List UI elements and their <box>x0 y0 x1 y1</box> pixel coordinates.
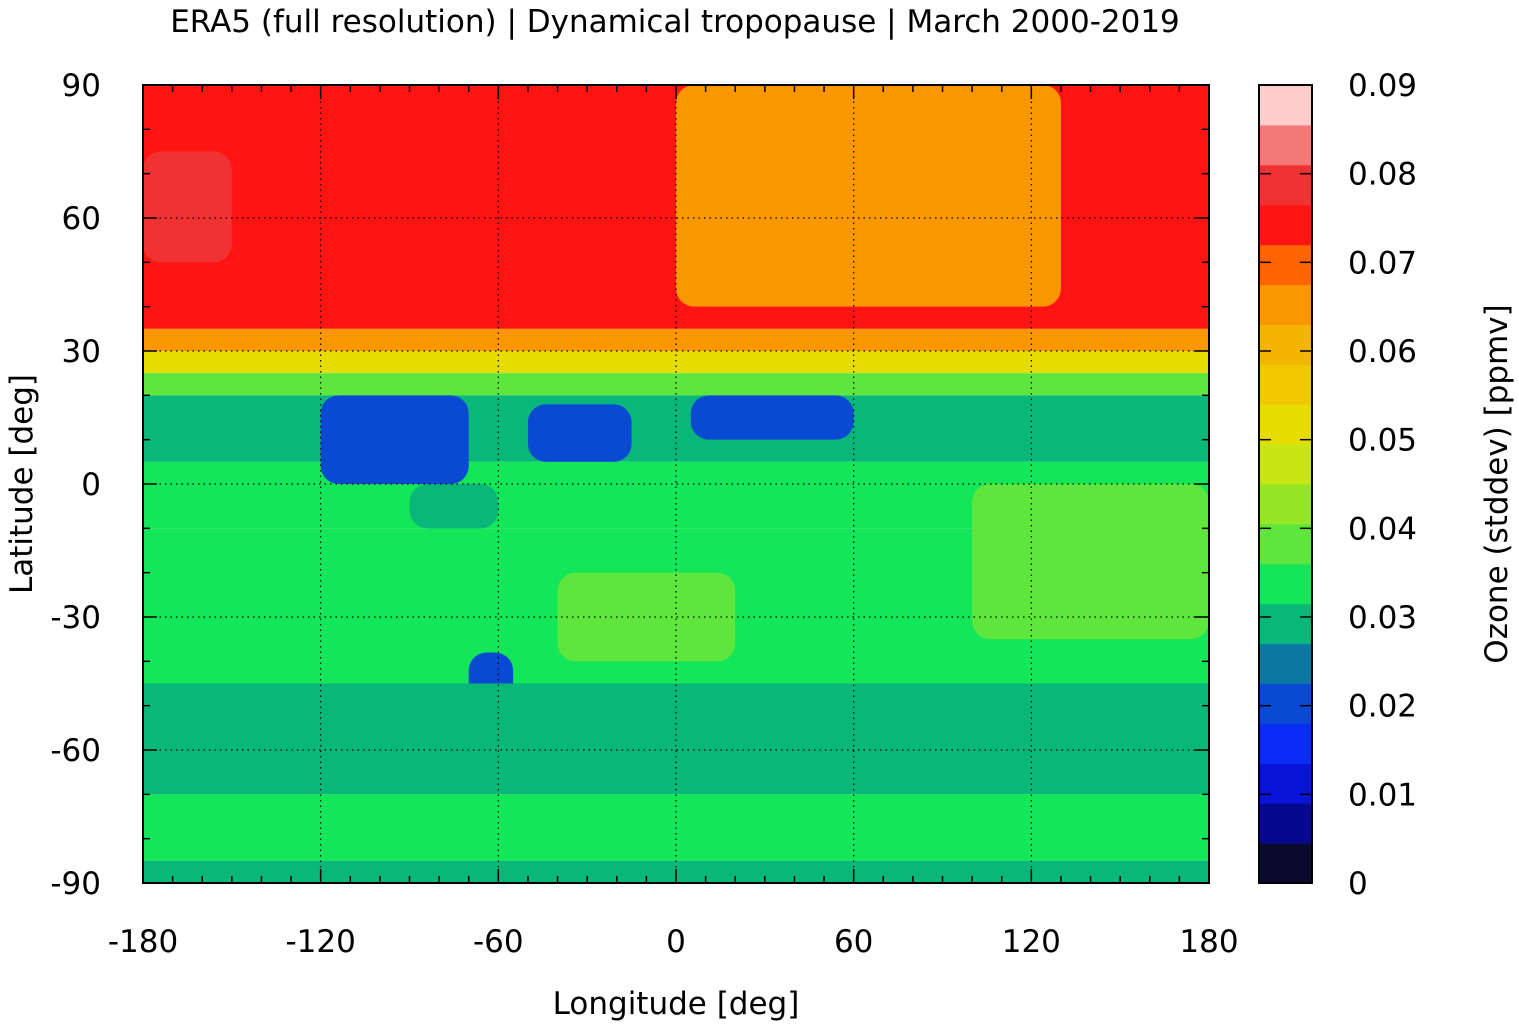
colorbar-swatch-6 <box>1259 603 1312 645</box>
y-tick-label-4: -30 <box>50 600 101 636</box>
colorbar-tick-label-7: 0.07 <box>1348 245 1417 281</box>
y-tick-labels: 90 60 30 0 -30 -60 -90 <box>50 68 101 902</box>
ozone-region-1 <box>513 107 662 218</box>
colorbar-swatch-14 <box>1259 284 1312 325</box>
x-tick-label-5: 120 <box>1002 924 1061 960</box>
y-tick-label-3: 0 <box>81 467 101 503</box>
colorbar-tick-label-8: 0.08 <box>1348 157 1417 193</box>
colorbar-swatch-5 <box>1259 643 1312 684</box>
ozone-band-3 <box>143 351 1209 374</box>
ozone-region-3 <box>320 395 469 484</box>
x-tick-label-2: -60 <box>473 924 524 960</box>
colorbar-tick-label-9: 0.09 <box>1348 68 1417 104</box>
colorbar-swatch-16 <box>1259 204 1312 246</box>
ozone-region-2 <box>143 151 232 263</box>
colorbar-swatch-4 <box>1259 683 1312 724</box>
chart-title: ERA5 (full resolution) | Dynamical tropo… <box>170 4 1180 40</box>
ozone-band-2 <box>143 328 1209 351</box>
ozone-band-4 <box>143 373 1209 396</box>
colorbar-tick-label-0: 0 <box>1348 866 1368 902</box>
x-tick-label-4: 60 <box>834 924 873 960</box>
ozone-region-6 <box>409 484 499 529</box>
minor-ticks <box>142 84 1210 884</box>
x-tick-label-1: -120 <box>285 924 355 960</box>
ozone-region-10 <box>379 683 736 750</box>
y-tick-label-2: 30 <box>62 334 101 370</box>
colorbar-tick-label-6: 0.06 <box>1348 334 1417 370</box>
colorbar-swatch-9 <box>1259 484 1312 525</box>
colorbar-label: Ozone (stddev) [ppmv] <box>1479 304 1515 663</box>
grid-lines <box>143 85 1209 883</box>
y-tick-label-5: -60 <box>50 733 101 769</box>
colorbar-tick-label-4: 0.04 <box>1348 511 1417 547</box>
colorbar-swatch-7 <box>1259 563 1312 605</box>
colorbar-swatch-11 <box>1259 404 1312 445</box>
colorbar-swatch-0 <box>1259 843 1312 884</box>
ozone-region-4 <box>527 404 632 462</box>
colorbar-swatch-19 <box>1259 85 1312 126</box>
colorbar <box>1259 85 1312 884</box>
x-tick-label-6: 180 <box>1179 924 1238 960</box>
colorbar-tick-label-1: 0.01 <box>1348 777 1417 813</box>
colorbar-swatch-10 <box>1259 444 1312 485</box>
ozone-region-8 <box>972 484 1209 640</box>
colorbar-swatch-15 <box>1259 244 1312 285</box>
y-tick-label-1: 60 <box>62 201 101 237</box>
colorbar-swatch-8 <box>1259 523 1312 565</box>
colorbar-swatch-13 <box>1259 324 1312 365</box>
y-tick-label-0: 90 <box>62 68 101 104</box>
colorbar-tick-label-3: 0.03 <box>1348 600 1417 636</box>
colorbar-tick-labels: 0 0.01 0.02 0.03 0.04 0.05 0.06 0.07 0.08 0.09 <box>1259 68 1417 902</box>
x-tick-label-3: 0 <box>666 924 686 960</box>
colorbar-swatch-17 <box>1259 164 1312 206</box>
colorbar-frame <box>1258 84 1313 884</box>
ozone-region-5 <box>690 395 854 440</box>
y-axis-label: Latitude [deg] <box>4 374 40 594</box>
x-tick-labels: -180 -120 -60 0 60 120 180 <box>108 924 1239 960</box>
ozone-region-0 <box>676 85 1061 307</box>
x-axis-label: Longitude [deg] <box>553 986 800 1022</box>
colorbar-swatch-18 <box>1259 124 1312 166</box>
colorbar-tick-label-5: 0.05 <box>1348 423 1417 459</box>
colorbar-swatch-2 <box>1259 763 1312 804</box>
y-tick-label-6: -90 <box>50 866 101 902</box>
colorbar-swatch-12 <box>1259 364 1312 405</box>
colorbar-tick-label-2: 0.02 <box>1348 689 1417 725</box>
colorbar-swatch-3 <box>1259 723 1312 764</box>
colorbar-swatch-1 <box>1259 803 1312 844</box>
x-tick-label-0: -180 <box>108 924 178 960</box>
ozone-region-7 <box>557 572 736 662</box>
